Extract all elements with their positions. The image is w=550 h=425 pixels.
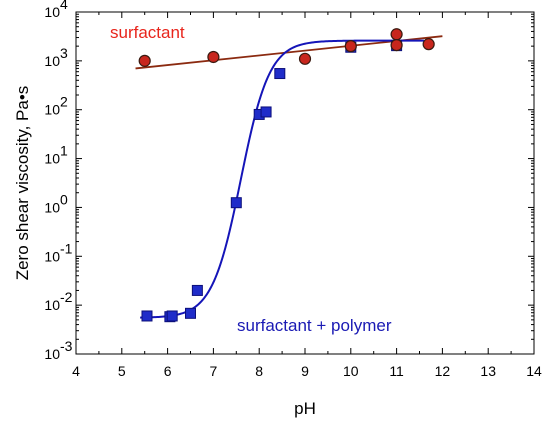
surfactant-polymer-point [260, 106, 272, 118]
y-tick-exponent: 4 [60, 0, 68, 12]
x-tick-label: 11 [389, 363, 404, 379]
y-tick-exponent: 0 [60, 191, 68, 207]
y-tick-exponent: 3 [60, 45, 68, 61]
y-tick-exponent: 1 [60, 143, 68, 159]
x-tick-label: 7 [210, 363, 218, 379]
surfactant-polymer-point [230, 197, 242, 209]
surfactant-polymer-point [185, 307, 196, 319]
y-tick-exponent: -2 [60, 289, 73, 305]
surfactant-polymer-point [141, 310, 153, 322]
y-tick-label: 10 [44, 4, 60, 20]
y-tick-label: 10 [44, 297, 60, 313]
surfactant-polymer-point [274, 68, 286, 80]
y-tick-label: 10 [44, 102, 60, 118]
surfactant-point [298, 52, 312, 65]
surfactant-point [344, 40, 357, 53]
surfactant-point [390, 39, 403, 52]
annotation-surfactant-polymer: surfactant + polymer [237, 316, 392, 335]
surfactant-point [422, 38, 435, 51]
y-tick-label: 10 [44, 346, 60, 362]
surfactant-point [390, 28, 403, 41]
x-tick-label: 6 [164, 363, 172, 379]
x-tick-label: 4 [72, 363, 80, 379]
y-tick-label: 10 [44, 199, 60, 215]
x-tick-label: 8 [255, 363, 263, 379]
y-tick-exponent: 2 [60, 94, 68, 110]
x-tick-label: 12 [435, 363, 451, 379]
y-tick-label: 10 [44, 53, 60, 69]
y-tick-label: 10 [44, 151, 60, 167]
y-tick-label: 10 [44, 248, 60, 264]
x-tick-label: 13 [480, 363, 496, 379]
y-axis-title: Zero shear viscosity, Pa•s [13, 86, 32, 281]
y-tick-exponent: -3 [60, 338, 73, 354]
x-axis-title: pH [294, 399, 316, 418]
y-tick-exponent: -1 [60, 240, 73, 256]
surfactant-point [138, 54, 151, 67]
x-tick-label: 14 [526, 363, 542, 379]
surfactant-polymer-point [166, 310, 178, 322]
x-axis-ticks: 4 5 6 7 8 9 10 11 12 13 14 [72, 12, 542, 379]
surfactant-point [207, 50, 220, 64]
x-tick-label: 5 [118, 363, 126, 379]
series-layer [135, 28, 443, 323]
annotation-surfactant: surfactant [110, 23, 185, 42]
surfactant-polymer-fit-curve [140, 39, 425, 319]
x-tick-label: 10 [343, 363, 359, 379]
surfactant-polymer-point [191, 284, 203, 296]
x-tick-label: 9 [301, 363, 309, 379]
